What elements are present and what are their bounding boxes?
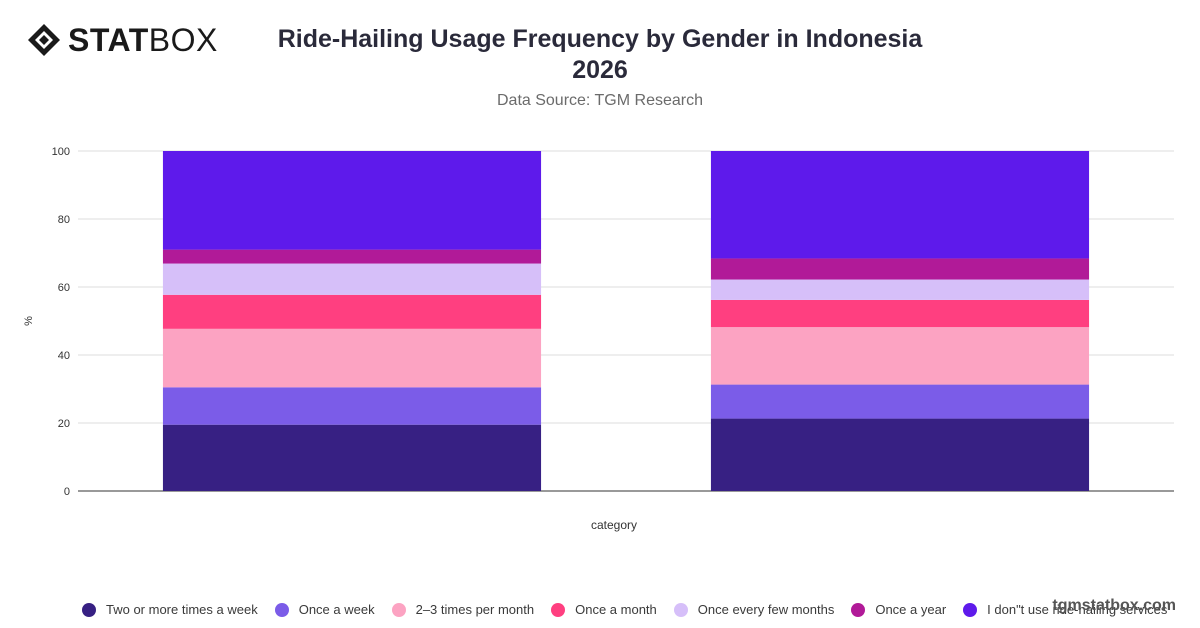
watermark: tgmstatbox.com [1052, 597, 1176, 614]
y-tick-label: 80 [58, 214, 70, 226]
legend-color-dot [963, 602, 978, 617]
legend-label: 2–3 times per month [415, 602, 535, 617]
bar-segment-5 [710, 279, 1090, 300]
legend-item[interactable]: I don"t use ride-hailing services [963, 602, 1167, 617]
statbox-diamond-icon [28, 24, 60, 56]
chart-subtitle: Data Source: TGM Research [496, 92, 703, 109]
statbox-logo: STATBOX [26, 22, 218, 58]
bar-segment-1 [710, 418, 1090, 491]
bar-segment-5 [162, 263, 542, 295]
logo-wordmark-light: BOX [148, 22, 218, 58]
legend-color-dot [851, 602, 866, 617]
bar-segment-4 [710, 299, 1090, 328]
legend-item[interactable]: Once every few months [673, 602, 835, 617]
legend-label: Two or more times a week [106, 602, 258, 617]
legend-item[interactable]: Once a month [551, 602, 657, 617]
legend-color-dot [673, 602, 688, 617]
bar-segment-2 [710, 384, 1090, 419]
bar-segment-3 [162, 328, 542, 388]
legend-item[interactable]: Once a week [274, 602, 375, 617]
bar-segment-2 [162, 387, 542, 425]
chart-title: Ride-Hailing Usage Frequency by Gender i… [200, 24, 1000, 86]
y-tick-label: 20 [58, 418, 70, 430]
bar-segment-4 [162, 294, 542, 329]
legend-label: I don"t use ride-hailing services [987, 602, 1168, 617]
bar-segment-3 [710, 327, 1090, 385]
legend-color-dot [274, 602, 289, 617]
logo-wordmark-bold: STAT [68, 22, 149, 58]
y-tick-label: 40 [58, 350, 70, 362]
y-tick-label: 0 [64, 486, 70, 498]
y-tick-label: 60 [58, 282, 70, 294]
bar-segment-6 [710, 258, 1090, 280]
bar-segment-6 [162, 249, 542, 264]
legend-label: Once a week [298, 602, 375, 617]
bar-segment-7 [710, 151, 1090, 259]
logo-wordmark: STATBOX [68, 22, 218, 58]
chart-legend: Two or more times a week Once a week 2–3 t… [82, 602, 1184, 617]
legend-color-dot [551, 602, 566, 617]
legend-color-dot [391, 602, 406, 617]
legend-item[interactable]: Two or more times a week [82, 602, 258, 617]
legend-color-dot [82, 602, 96, 617]
legend-item[interactable]: Once a year [851, 602, 946, 617]
y-axis-label: % [23, 316, 35, 326]
legend-label: Once a year [875, 602, 947, 617]
stacked-bar-chart: 0 20 40 60 80 100% category [23, 146, 1174, 532]
legend-item[interactable]: 2–3 times per month [391, 602, 535, 617]
chart-title-line-2: 2026 [572, 56, 628, 84]
chart-title-line-1: Ride-Hailing Usage Frequency by Gender i… [277, 25, 923, 53]
x-axis-label: category [591, 518, 637, 532]
legend-label: Once a month [575, 602, 657, 617]
bar-segment-1 [162, 424, 542, 491]
legend-label: Once every few months [697, 602, 835, 617]
y-tick-label: 100 [52, 146, 70, 158]
bar-segment-7 [162, 151, 542, 250]
